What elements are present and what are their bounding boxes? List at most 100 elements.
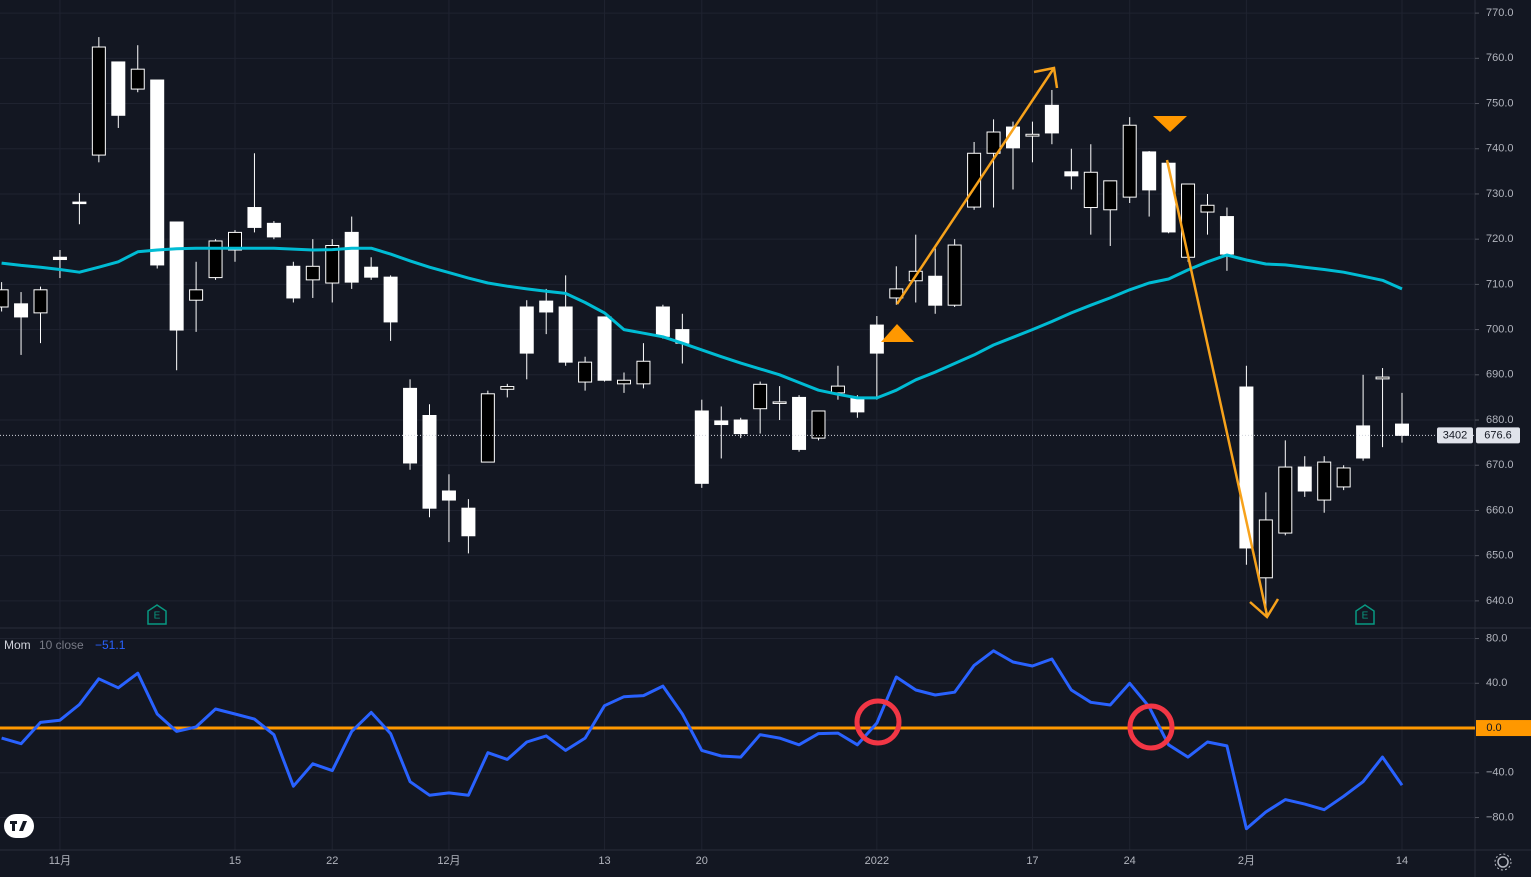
- settings-icon[interactable]: [1494, 853, 1512, 871]
- annotations: [895, 66, 1280, 619]
- candle-body: [1336, 467, 1351, 488]
- y-tick-label: 710.0: [1486, 278, 1514, 290]
- candle-body: [14, 303, 29, 318]
- momentum-line: [1, 649, 1404, 831]
- candle-body: [266, 222, 281, 238]
- candle-body: [792, 396, 807, 450]
- y-tick-label: 700.0: [1486, 324, 1514, 336]
- x-tick-label: 2月: [1238, 855, 1255, 867]
- candle-body: [1278, 466, 1293, 534]
- candle-body: [1064, 171, 1079, 177]
- candle-body: [422, 415, 437, 509]
- candle-body: [986, 131, 1001, 154]
- candle-body: [33, 289, 48, 314]
- candle-body: [228, 231, 242, 251]
- marker-text: E: [1362, 611, 1369, 622]
- last-price-box: [1476, 427, 1520, 444]
- candle-body: [1356, 425, 1371, 459]
- x-tick-label: 20: [696, 855, 708, 867]
- marks: [0, 37, 1475, 831]
- candle-body: [714, 420, 729, 426]
- candle-body: [1317, 461, 1332, 501]
- candle-body: [1044, 104, 1059, 134]
- indicator-value: −51.1: [95, 638, 126, 652]
- candle-body: [189, 289, 204, 301]
- y-tick-label: 640.0: [1486, 595, 1514, 607]
- candle-body: [733, 419, 748, 435]
- candle-body: [383, 276, 398, 323]
- y-tick-label: −80.0: [1486, 811, 1514, 823]
- y-tick-label: 660.0: [1486, 504, 1514, 516]
- last-price-label: 676.6: [1484, 429, 1512, 441]
- x-tick-label: 17: [1026, 855, 1038, 867]
- buy-signal: [881, 324, 914, 342]
- x-tick-label: 24: [1124, 855, 1136, 867]
- candle-body: [52, 256, 67, 261]
- candle-body: [617, 379, 631, 385]
- candle-body: [1375, 376, 1390, 380]
- candle-body: [441, 490, 456, 501]
- candle-body: [1181, 183, 1196, 258]
- y-tick-label: 40.0: [1486, 677, 1507, 689]
- indicator-title: Mom: [4, 638, 31, 652]
- candle-body: [558, 306, 573, 363]
- candle-body: [169, 221, 184, 331]
- candle-body: [1297, 466, 1312, 492]
- candle-body: [1219, 216, 1234, 255]
- candle-body: [1122, 124, 1137, 198]
- x-tick-label: 14: [1396, 855, 1408, 867]
- y-tick-label: 80.0: [1486, 632, 1507, 644]
- candle-body: [1395, 423, 1409, 436]
- indicator-params: 10 close: [39, 638, 84, 652]
- arrow-head: [1033, 66, 1059, 89]
- candle-body: [811, 410, 826, 439]
- candle-body: [1103, 180, 1118, 211]
- candle-body: [130, 68, 145, 90]
- marker-shape: [1355, 604, 1375, 625]
- candle-body: [0, 289, 9, 308]
- logo-badge: [4, 814, 34, 838]
- earnings-marker: E: [147, 604, 167, 625]
- y-tick-label: 740.0: [1486, 143, 1514, 155]
- candle-body: [947, 244, 962, 306]
- candle-body: [1161, 162, 1176, 233]
- candle-body: [636, 360, 651, 385]
- y-tick-label: 720.0: [1486, 233, 1514, 245]
- marker-text: E: [154, 611, 161, 622]
- arrow-down: [1165, 159, 1269, 616]
- y-tick-label: 680.0: [1486, 414, 1514, 426]
- arrow-head: [1249, 598, 1280, 619]
- y-tick-label: 750.0: [1486, 97, 1514, 109]
- cross-marker: [1127, 703, 1175, 751]
- x-tick-label: 13: [598, 855, 610, 867]
- candle-body: [1025, 133, 1040, 137]
- candle-body: [928, 275, 943, 306]
- candle-body: [480, 393, 495, 463]
- zero-label: 0.0: [1486, 722, 1501, 734]
- y-tick-label: 650.0: [1486, 550, 1514, 562]
- candle-body: [403, 387, 418, 464]
- candle-body: [325, 245, 340, 284]
- cross-marker: [854, 698, 902, 746]
- candle-body: [1200, 204, 1215, 213]
- gear-teeth[interactable]: [1494, 853, 1512, 871]
- candle-body: [578, 361, 593, 383]
- candle-body: [150, 79, 165, 266]
- y-tick-label: 760.0: [1486, 52, 1514, 64]
- candle-body: [519, 306, 534, 354]
- candle-body: [286, 265, 301, 299]
- x-tick-label: 2022: [865, 855, 889, 867]
- candle-body: [869, 324, 884, 354]
- logo-glyph: [10, 821, 27, 831]
- candle-body: [1258, 519, 1273, 579]
- gear[interactable]: [1497, 856, 1509, 868]
- arrow-up: [895, 67, 1056, 305]
- candle-body: [364, 266, 379, 278]
- y-tick-label: 670.0: [1486, 459, 1514, 471]
- candle-body: [850, 396, 865, 413]
- candle-body: [597, 316, 612, 381]
- candle-body: [461, 507, 476, 537]
